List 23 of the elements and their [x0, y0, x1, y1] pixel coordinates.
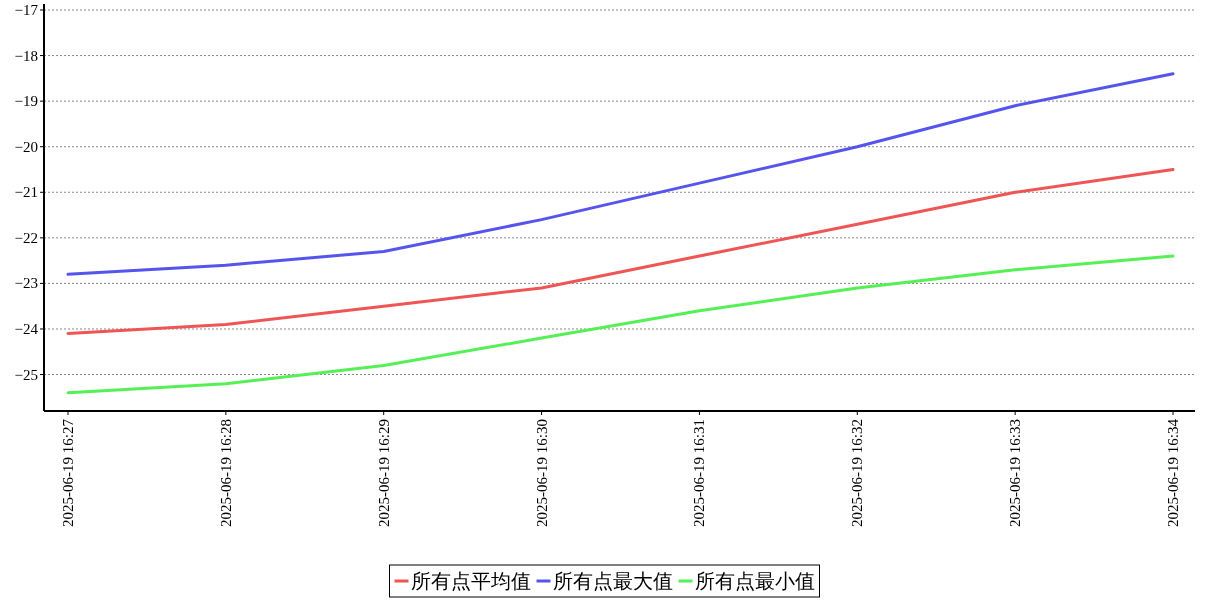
y-tick-label: −20 [14, 138, 38, 155]
legend-label: 所有点最小值 [694, 570, 815, 592]
y-tick-label: −23 [14, 275, 38, 292]
y-tick-label: −18 [14, 47, 38, 64]
line-series [66, 167, 1175, 336]
y-tick-label: −22 [14, 229, 38, 246]
line-series [66, 72, 1175, 276]
x-tick-label: 2025-06-19 16:30 [533, 419, 550, 527]
x-tick-label: 2025-06-19 16:29 [375, 419, 392, 527]
x-tick-label: 2025-06-19 16:34 [1165, 418, 1181, 527]
y-tick-label: −19 [14, 93, 38, 110]
legend-label: 所有点平均值 [410, 570, 531, 592]
x-tick-label: 2025-06-19 16:28 [217, 419, 234, 527]
y-tick-label: −21 [14, 184, 38, 201]
x-tick-label: 2025-06-19 16:27 [60, 418, 76, 527]
x-tick-label: 2025-06-19 16:31 [691, 419, 708, 527]
y-tick-label: −17 [14, 2, 39, 18]
x-tick-label: 2025-06-19 16:33 [1007, 419, 1024, 527]
line-series [66, 254, 1175, 395]
y-tick-label: −24 [14, 320, 39, 337]
legend-label: 所有点最大值 [552, 570, 673, 592]
x-tick-label: 2025-06-19 16:32 [849, 419, 866, 527]
y-tick-label: −25 [14, 366, 38, 383]
